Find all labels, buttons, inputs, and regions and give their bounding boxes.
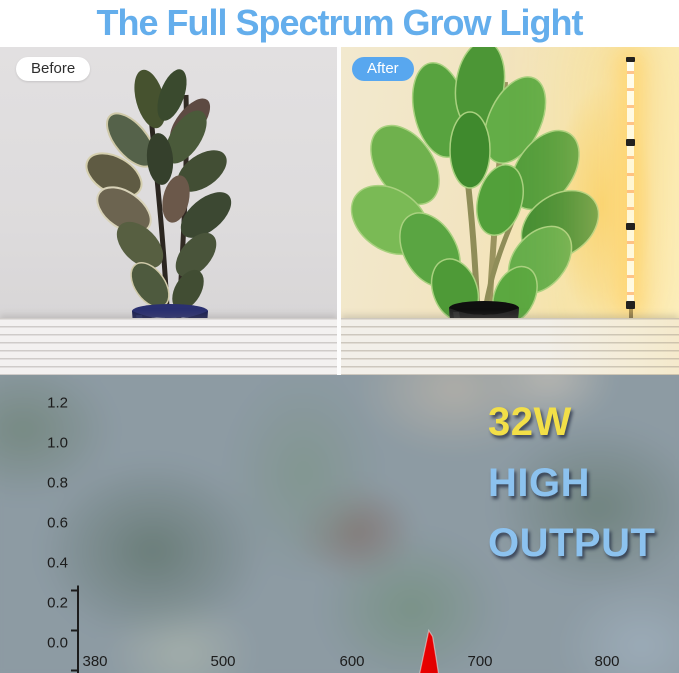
y-tick-label: 0.4 [47,554,68,572]
output-text: OUTPUT [488,521,656,565]
x-tick-label: 380 [82,653,108,670]
y-tick-label: 1.0 [47,434,68,452]
before-after-comparison: Before [0,47,679,375]
light-bar-connector [626,139,635,146]
light-bar-bottom-cap [626,301,635,309]
after-floor [341,318,679,375]
x-tick-label: 600 [339,653,365,670]
grow-light-bar [627,57,634,309]
y-tick-label: 0.2 [47,594,68,612]
x-tick-label: 800 [594,653,620,670]
x-tick-label: 700 [467,653,493,670]
y-tick-label: 0.6 [47,514,68,532]
panel-divider [337,47,341,375]
background-tint [0,375,679,673]
y-tick-label: 0.8 [47,474,68,492]
header: The Full Spectrum Grow Light [0,0,679,47]
y-tick-label: 1.2 [47,394,68,412]
before-photo-panel: Before [0,47,337,375]
spectrum-chart [71,585,439,673]
blurred-plants-background [0,375,679,673]
before-floor [0,318,337,375]
after-badge: After [352,57,414,81]
after-photo-panel: After [341,47,679,375]
y-tick-label: 0.0 [47,634,68,652]
before-badge: Before [16,57,91,81]
spectrum-chart-section: 0.0 0.2 0.4 0.6 0.8 1.0 1.2 380 500 600 700 800 32… [0,375,679,673]
page-title: The Full Spectrum Grow Light [96,2,583,43]
light-bar-connector [626,223,635,230]
light-bar-top-cap [626,57,635,62]
x-tick-label: 500 [210,653,236,670]
wattage-text: 32W [488,400,572,444]
high-text: HIGH [488,461,590,505]
